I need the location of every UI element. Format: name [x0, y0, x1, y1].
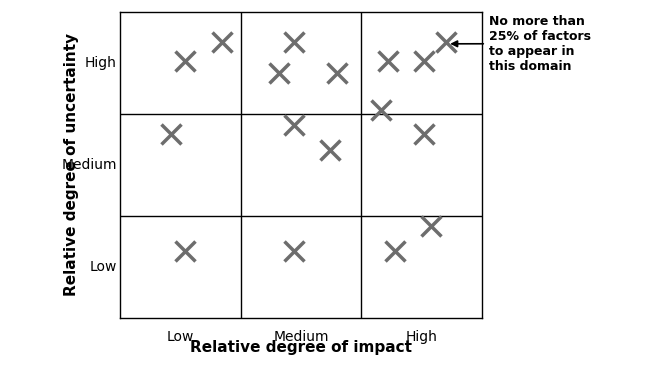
Text: High: High: [405, 331, 438, 345]
Y-axis label: Relative degree of uncertainty: Relative degree of uncertainty: [64, 33, 79, 296]
Text: High: High: [85, 56, 117, 70]
X-axis label: Relative degree of impact: Relative degree of impact: [190, 340, 412, 355]
Text: Low: Low: [167, 331, 194, 345]
Text: No more than
25% of factors
to appear in
this domain: No more than 25% of factors to appear in…: [452, 15, 591, 73]
Text: Medium: Medium: [62, 158, 117, 172]
Text: Medium: Medium: [274, 331, 328, 345]
Text: Low: Low: [90, 260, 117, 274]
